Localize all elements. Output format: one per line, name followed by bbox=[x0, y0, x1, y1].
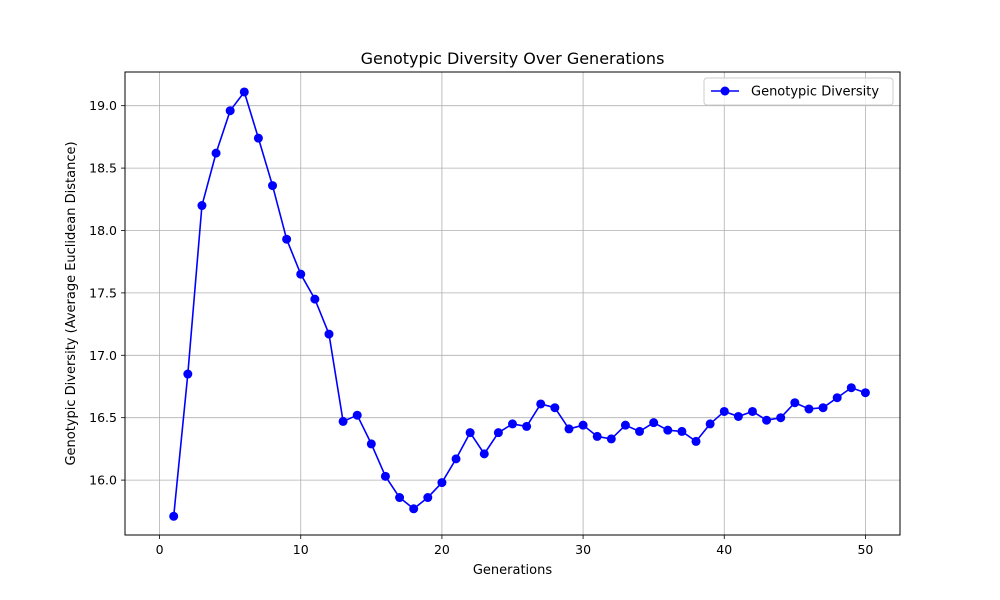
data-point bbox=[818, 403, 828, 413]
y-tick-label: 16.5 bbox=[89, 410, 117, 425]
data-point bbox=[268, 181, 278, 191]
data-point bbox=[606, 434, 616, 444]
x-tick-label: 40 bbox=[716, 542, 732, 557]
data-point bbox=[169, 511, 179, 521]
data-point bbox=[691, 436, 701, 446]
y-tick-label: 17.0 bbox=[89, 348, 117, 363]
x-axis-label: Generations bbox=[473, 563, 553, 578]
data-point bbox=[762, 415, 772, 425]
data-point bbox=[183, 369, 193, 379]
data-point bbox=[479, 449, 489, 459]
data-point bbox=[846, 383, 856, 393]
legend-marker-swatch bbox=[720, 86, 730, 96]
data-point bbox=[592, 431, 602, 441]
data-point bbox=[310, 294, 320, 304]
data-point bbox=[437, 478, 447, 488]
y-tick-label: 17.5 bbox=[89, 285, 117, 300]
data-point bbox=[635, 426, 645, 436]
data-point bbox=[564, 424, 574, 434]
legend-label: Genotypic Diversity bbox=[751, 85, 879, 100]
data-point bbox=[508, 419, 517, 429]
data-point bbox=[324, 329, 334, 339]
plot-frame bbox=[124, 71, 901, 536]
data-point bbox=[663, 425, 673, 435]
data-point bbox=[282, 234, 292, 244]
data-point bbox=[536, 399, 546, 409]
data-point bbox=[465, 428, 475, 438]
data-point bbox=[352, 410, 362, 420]
series-layer bbox=[169, 87, 870, 521]
data-point bbox=[296, 269, 306, 279]
chart-title: Genotypic Diversity Over Generations bbox=[361, 49, 665, 68]
y-axis-label: Genotypic Diversity (Average Euclidean D… bbox=[64, 141, 79, 465]
data-point bbox=[649, 418, 659, 428]
data-point bbox=[677, 426, 687, 436]
data-point bbox=[211, 148, 221, 158]
data-point bbox=[719, 406, 729, 416]
data-point bbox=[493, 428, 503, 438]
data-point bbox=[225, 106, 235, 116]
legend-box bbox=[703, 77, 894, 106]
data-point bbox=[832, 393, 842, 403]
data-point bbox=[705, 419, 715, 429]
data-point bbox=[804, 404, 814, 414]
grid-lines bbox=[125, 72, 900, 535]
data-point bbox=[423, 493, 433, 503]
data-point bbox=[776, 413, 786, 423]
plot-area bbox=[125, 72, 900, 535]
data-point bbox=[380, 471, 390, 481]
legend: Genotypic Diversity bbox=[703, 77, 894, 106]
data-point bbox=[409, 504, 419, 514]
data-point bbox=[522, 421, 532, 431]
data-point bbox=[395, 493, 405, 503]
data-point bbox=[733, 411, 743, 421]
data-point bbox=[253, 133, 263, 143]
data-point bbox=[747, 406, 757, 416]
y-tick-label: 16.0 bbox=[89, 473, 117, 488]
data-point bbox=[197, 201, 207, 211]
data-point bbox=[620, 420, 630, 430]
axis-ticks: 0 10 20 30 40 50 16.0 16.5 17.0 17.5 18.0 18.5 19.0 bbox=[89, 98, 873, 557]
x-tick-label: 10 bbox=[293, 542, 309, 557]
data-point bbox=[790, 398, 800, 408]
x-tick-label: 30 bbox=[575, 542, 591, 557]
data-point bbox=[366, 439, 376, 449]
y-tick-label: 18.5 bbox=[89, 161, 117, 176]
data-point bbox=[860, 388, 870, 398]
y-tick-label: 18.0 bbox=[89, 223, 117, 238]
data-point bbox=[550, 403, 560, 413]
data-point bbox=[578, 420, 588, 430]
x-tick-label: 0 bbox=[156, 542, 164, 557]
y-tick-label: 19.0 bbox=[89, 98, 117, 113]
data-point bbox=[451, 454, 461, 464]
x-tick-label: 20 bbox=[434, 542, 450, 557]
data-point bbox=[239, 87, 249, 97]
data-point bbox=[338, 416, 348, 426]
x-tick-label: 50 bbox=[857, 542, 873, 557]
